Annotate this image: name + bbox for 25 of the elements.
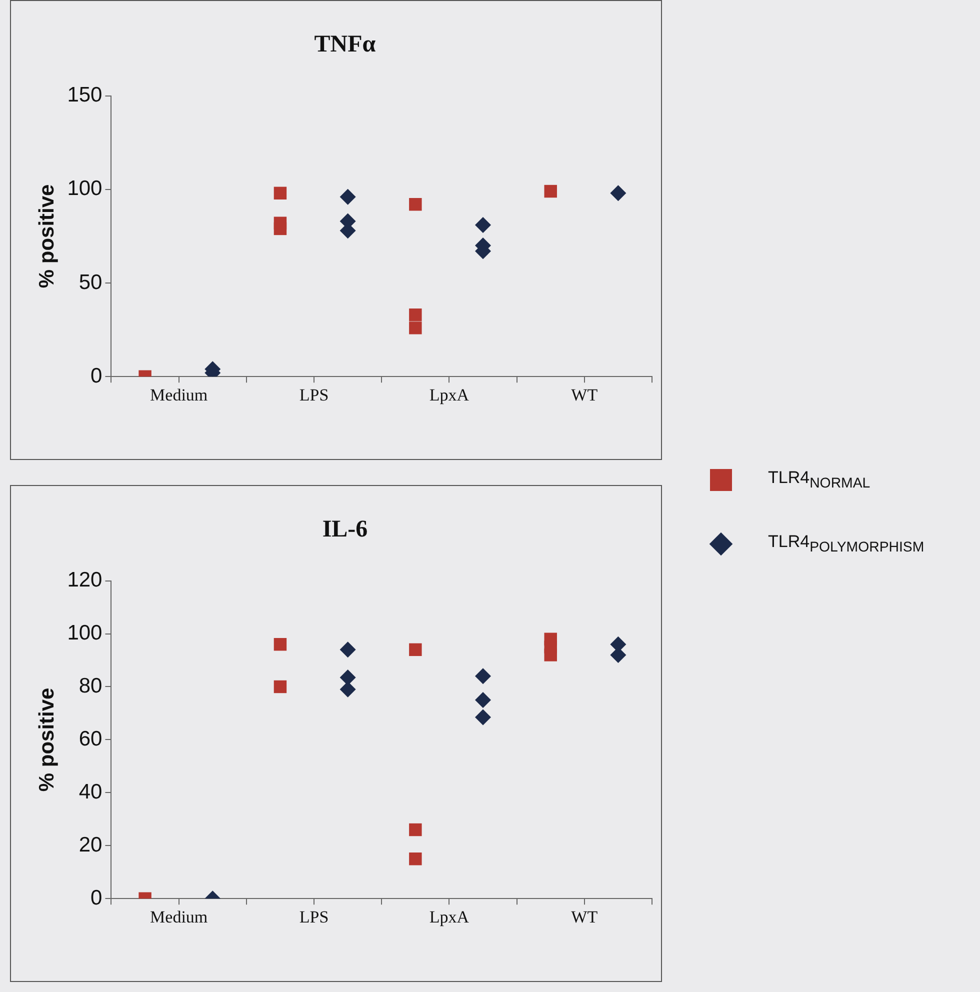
- x-tick-label: LpxA: [429, 907, 470, 926]
- y-tick-label: 100: [67, 622, 102, 645]
- x-tick-label: LPS: [299, 385, 329, 404]
- x-tick-label: Medium: [150, 385, 208, 404]
- x-tick-label: Medium: [150, 907, 208, 926]
- y-tick-label: 60: [78, 727, 102, 750]
- y-tick-label: 100: [67, 177, 102, 200]
- x-tick-label: LPS: [299, 907, 329, 926]
- legend-label: TLR4$_{NORMAL}$: [768, 468, 870, 492]
- y-tick-label: 150: [67, 84, 102, 107]
- chart-title: IL-6: [322, 516, 368, 543]
- y-tick-label: 40: [78, 780, 102, 804]
- y-tick-label: 0: [90, 886, 102, 910]
- y-tick-label: 120: [67, 568, 102, 592]
- chart-title: TNFα: [314, 32, 376, 58]
- x-tick-label: LpxA: [429, 385, 470, 404]
- x-tick-label: WT: [571, 907, 598, 926]
- legend-label: TLR4$_{POLYMORPHISM}$: [768, 532, 924, 556]
- y-tick-label: 80: [78, 674, 102, 698]
- y-tick-label: 20: [78, 833, 102, 856]
- x-tick-label: WT: [571, 385, 598, 404]
- y-axis-title: % positive: [35, 688, 58, 792]
- y-tick-label: 50: [78, 270, 102, 294]
- y-tick-label: 0: [90, 364, 102, 388]
- y-axis-title: % positive: [35, 184, 58, 288]
